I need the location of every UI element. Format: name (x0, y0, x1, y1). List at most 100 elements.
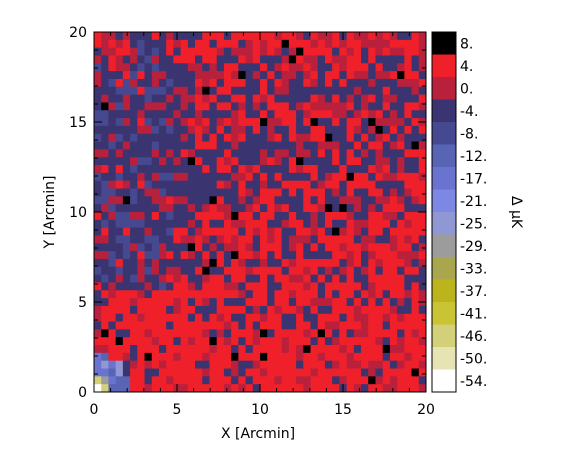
heatmap-cell (130, 32, 138, 41)
heatmap-cell (122, 165, 131, 174)
heatmap-cell (260, 329, 268, 338)
heatmap-cell (137, 329, 145, 338)
heatmap-cell (324, 305, 333, 315)
heatmap-cell (101, 376, 109, 385)
heatmap-cell (252, 196, 261, 205)
heatmap-cell (158, 219, 167, 229)
heatmap-cell (216, 188, 225, 197)
heatmap-cell (418, 282, 427, 291)
heatmap-cell (252, 212, 261, 221)
heatmap-cell (361, 78, 369, 88)
heatmap-cell (115, 235, 124, 244)
heatmap-cell (389, 47, 398, 56)
heatmap-cell (281, 172, 290, 182)
heatmap-cell (187, 313, 196, 322)
heatmap-cell (137, 39, 145, 49)
heatmap-cell (260, 298, 268, 307)
heatmap-cell (411, 352, 420, 362)
heatmap-cell (267, 352, 275, 362)
heatmap-cell (296, 157, 304, 166)
heatmap-cell (238, 39, 246, 49)
heatmap-cell (397, 345, 405, 354)
heatmap-cell (317, 39, 326, 49)
heatmap-cell (288, 188, 297, 197)
heatmap-cell (216, 133, 225, 142)
heatmap-cell (397, 352, 405, 362)
heatmap-cell (115, 47, 124, 56)
heatmap-cell (151, 282, 160, 291)
heatmap-cell (324, 227, 333, 236)
heatmap-cell (122, 133, 131, 142)
heatmap-cell (281, 180, 290, 189)
heatmap-cell (411, 243, 420, 252)
heatmap-cell (397, 149, 405, 158)
heatmap-cell (411, 235, 420, 244)
heatmap-cell (361, 204, 369, 213)
heatmap-cell (166, 251, 174, 260)
heatmap-cell (94, 110, 102, 119)
heatmap-cell (195, 118, 203, 127)
heatmap-cell (418, 290, 427, 299)
heatmap-cell (260, 165, 268, 174)
heatmap-cell (382, 63, 391, 72)
heatmap-cell (281, 39, 290, 49)
heatmap-cell (411, 63, 420, 72)
heatmap-cell (260, 219, 268, 229)
heatmap-cell (260, 321, 268, 330)
heatmap-cell (130, 345, 138, 354)
heatmap-cell (310, 313, 319, 322)
heatmap-cell (260, 243, 268, 252)
heatmap-cell (108, 219, 117, 229)
colorbar-swatch (432, 167, 456, 190)
heatmap-cell (238, 172, 246, 182)
heatmap-cell (144, 63, 153, 72)
heatmap-cell (288, 47, 297, 56)
heatmap-cell (281, 337, 290, 346)
heatmap-cell (238, 227, 246, 236)
heatmap-cell (94, 290, 102, 299)
heatmap-cell (94, 337, 102, 346)
heatmap-cell (332, 94, 340, 103)
heatmap-cell (274, 298, 283, 307)
heatmap-cell (245, 235, 254, 244)
heatmap-cell (411, 368, 420, 377)
heatmap-cell (238, 313, 246, 322)
heatmap-cell (223, 47, 232, 56)
heatmap-cell (209, 212, 218, 221)
heatmap-cell (130, 219, 138, 229)
heatmap-cell (115, 227, 124, 236)
heatmap-cell (202, 290, 210, 299)
heatmap-cell (108, 102, 117, 111)
heatmap-cell (195, 39, 203, 49)
heatmap-cell (353, 118, 362, 127)
heatmap-cell (418, 321, 427, 330)
heatmap-cell (115, 368, 124, 377)
heatmap-cell (361, 39, 369, 49)
heatmap-cell (238, 141, 246, 150)
heatmap-cell (216, 352, 225, 362)
heatmap-cell (353, 149, 362, 158)
heatmap-cell (108, 188, 117, 197)
heatmap-cell (310, 71, 319, 80)
heatmap-cell (411, 227, 420, 236)
heatmap-cell (281, 321, 290, 330)
heatmap-cell (202, 360, 210, 369)
heatmap-cell (317, 219, 326, 229)
heatmap-cell (375, 133, 384, 142)
heatmap-cell (303, 172, 311, 182)
heatmap-cell (303, 118, 311, 127)
heatmap-cell (166, 345, 174, 354)
heatmap-cell (252, 118, 261, 127)
heatmap-cell (346, 212, 355, 221)
heatmap-cell (216, 243, 225, 252)
heatmap-cell (303, 39, 311, 49)
heatmap-cell (151, 133, 160, 142)
heatmap-cell (382, 274, 391, 283)
heatmap-cell (288, 86, 297, 96)
heatmap-cell (173, 71, 182, 80)
heatmap-cell (173, 196, 182, 205)
heatmap-cell (173, 298, 182, 307)
heatmap-cell (151, 235, 160, 244)
heatmap-cell (223, 290, 232, 299)
heatmap-cell (389, 282, 398, 291)
